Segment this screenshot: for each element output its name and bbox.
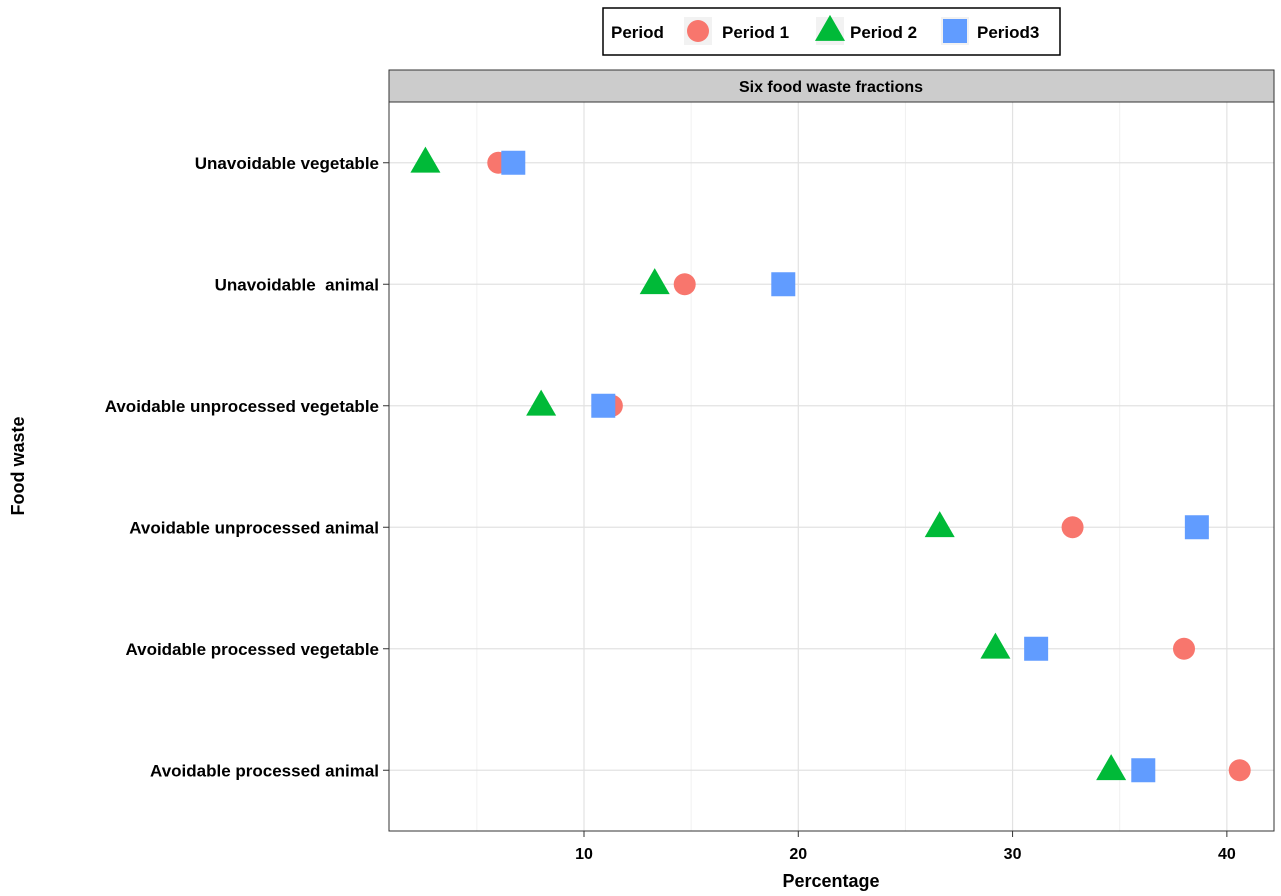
point-period3 [1024,636,1049,661]
legend-key-period3 [943,19,967,43]
x-tick-label: 20 [789,846,807,863]
point-period-2 [924,511,955,538]
x-axis-title: Percentage [782,871,879,891]
x-tick-label: 30 [1004,846,1022,863]
point-period-2 [410,146,441,173]
facet-title: Six food waste fractions [739,79,923,96]
y-category-label: Avoidable processed animal [150,761,379,780]
legend-label-period3: Period3 [977,23,1039,42]
y-category-label: Avoidable unprocessed animal [129,518,379,537]
point-period3 [1131,758,1156,783]
y-axis: Unavoidable vegetable Unavoidable animal A… [105,154,389,780]
x-axis: 10 20 30 40 [575,831,1236,863]
point-period-1 [1228,759,1251,782]
legend-key-period-1 [687,20,709,42]
legend-key-period-2 [815,14,845,41]
legend-title: Period [611,23,664,42]
y-category-label: Avoidable processed vegetable [125,640,379,659]
data-points [410,146,1251,783]
y-category-label: Unavoidable animal [215,275,379,294]
legend: Period Period 1 Period 2 Period3 [602,7,1061,56]
y-axis-title: Food waste [8,416,28,515]
legend-label-period-1: Period 1 [722,23,789,42]
legend-label-period-2: Period 2 [850,23,917,42]
point-period-2 [1096,754,1127,781]
point-period3 [501,150,526,175]
facet-strip [388,69,1275,103]
plot-panel [389,102,1274,831]
point-period-1 [1061,516,1084,539]
x-tick-label: 40 [1218,846,1236,863]
point-period3 [771,272,796,297]
point-period-2 [639,268,670,295]
x-tick-label: 10 [575,846,593,863]
point-period-1 [1173,637,1195,660]
point-period-1 [673,273,696,296]
y-category-label: Unavoidable vegetable [195,154,379,173]
y-category-label: Avoidable unprocessed vegetable [105,397,379,416]
point-period-2 [526,389,557,416]
point-period3 [591,393,616,418]
point-period3 [1184,515,1209,540]
point-period-2 [980,632,1011,659]
plot-border [388,101,1275,832]
